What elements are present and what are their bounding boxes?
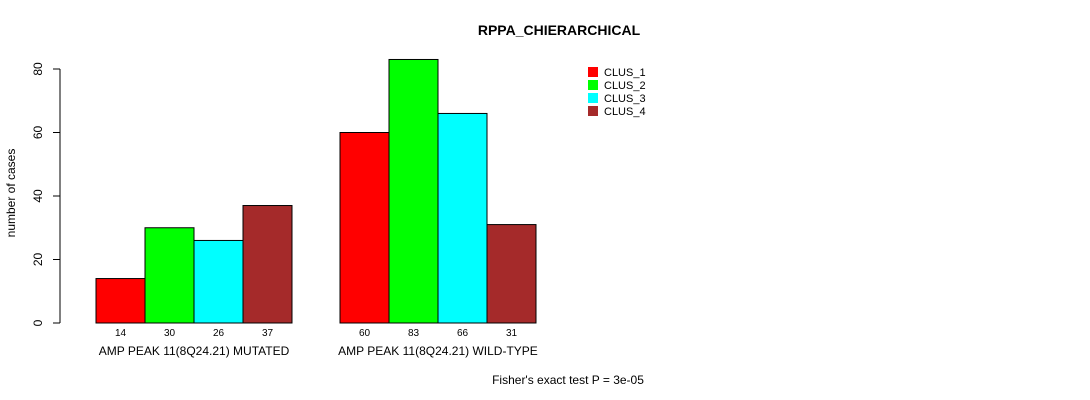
bar-value-label: 66 xyxy=(457,328,469,339)
bars xyxy=(95,58,537,324)
group-label: AMP PEAK 11(8Q24.21) MUTATED xyxy=(99,344,290,358)
legend-entry: CLUS_1 xyxy=(604,67,646,79)
y-tick-label: 20 xyxy=(31,253,45,267)
fisher-test-footnote: Fisher's exact test P = 3e-05 xyxy=(492,373,644,387)
bar-value-label: 14 xyxy=(115,328,127,339)
bar-clus-3-group-2 xyxy=(437,112,488,324)
legend-entry: CLUS_2 xyxy=(604,80,646,92)
bar-clus-2-group-2 xyxy=(388,58,439,324)
bar-value-label: 83 xyxy=(408,328,420,339)
group-labels: AMP PEAK 11(8Q24.21) MUTATED AMP PEAK 11(… xyxy=(99,344,538,358)
legend-entry: CLUS_3 xyxy=(604,93,646,105)
y-tick-label: 80 xyxy=(31,62,45,76)
legend-entry: CLUS_4 xyxy=(604,106,646,118)
bar-clus-3-group-1 xyxy=(193,239,244,324)
bar-value-label: 26 xyxy=(213,328,225,339)
bar-clus-1-group-2 xyxy=(339,132,390,324)
bar-clus-4-group-1 xyxy=(242,205,293,324)
bar-clus-1-group-1 xyxy=(95,278,146,324)
bar-value-labels: 14 30 26 37 60 83 66 31 xyxy=(115,328,518,339)
y-axis: 0 20 40 60 80 xyxy=(31,62,61,326)
bar-value-label: 31 xyxy=(506,328,518,339)
chart-title: RPPA_CHIERARCHICAL xyxy=(478,22,641,38)
bar-value-label: 60 xyxy=(359,328,371,339)
bar-value-label: 37 xyxy=(262,328,274,339)
bar-clus-4-group-2 xyxy=(486,224,537,324)
y-axis-label: number of cases xyxy=(4,149,18,238)
legend-swatch xyxy=(588,67,598,77)
bar-value-label: 30 xyxy=(164,328,176,339)
group-label: AMP PEAK 11(8Q24.21) WILD-TYPE xyxy=(338,344,538,358)
legend-swatch xyxy=(588,106,598,116)
legend-swatch xyxy=(588,80,598,90)
y-tick-label: 60 xyxy=(31,126,45,140)
legend-swatch xyxy=(588,93,598,103)
y-tick-label: 0 xyxy=(31,319,45,326)
bar-clus-2-group-1 xyxy=(144,227,195,324)
y-tick-label: 40 xyxy=(31,189,45,203)
